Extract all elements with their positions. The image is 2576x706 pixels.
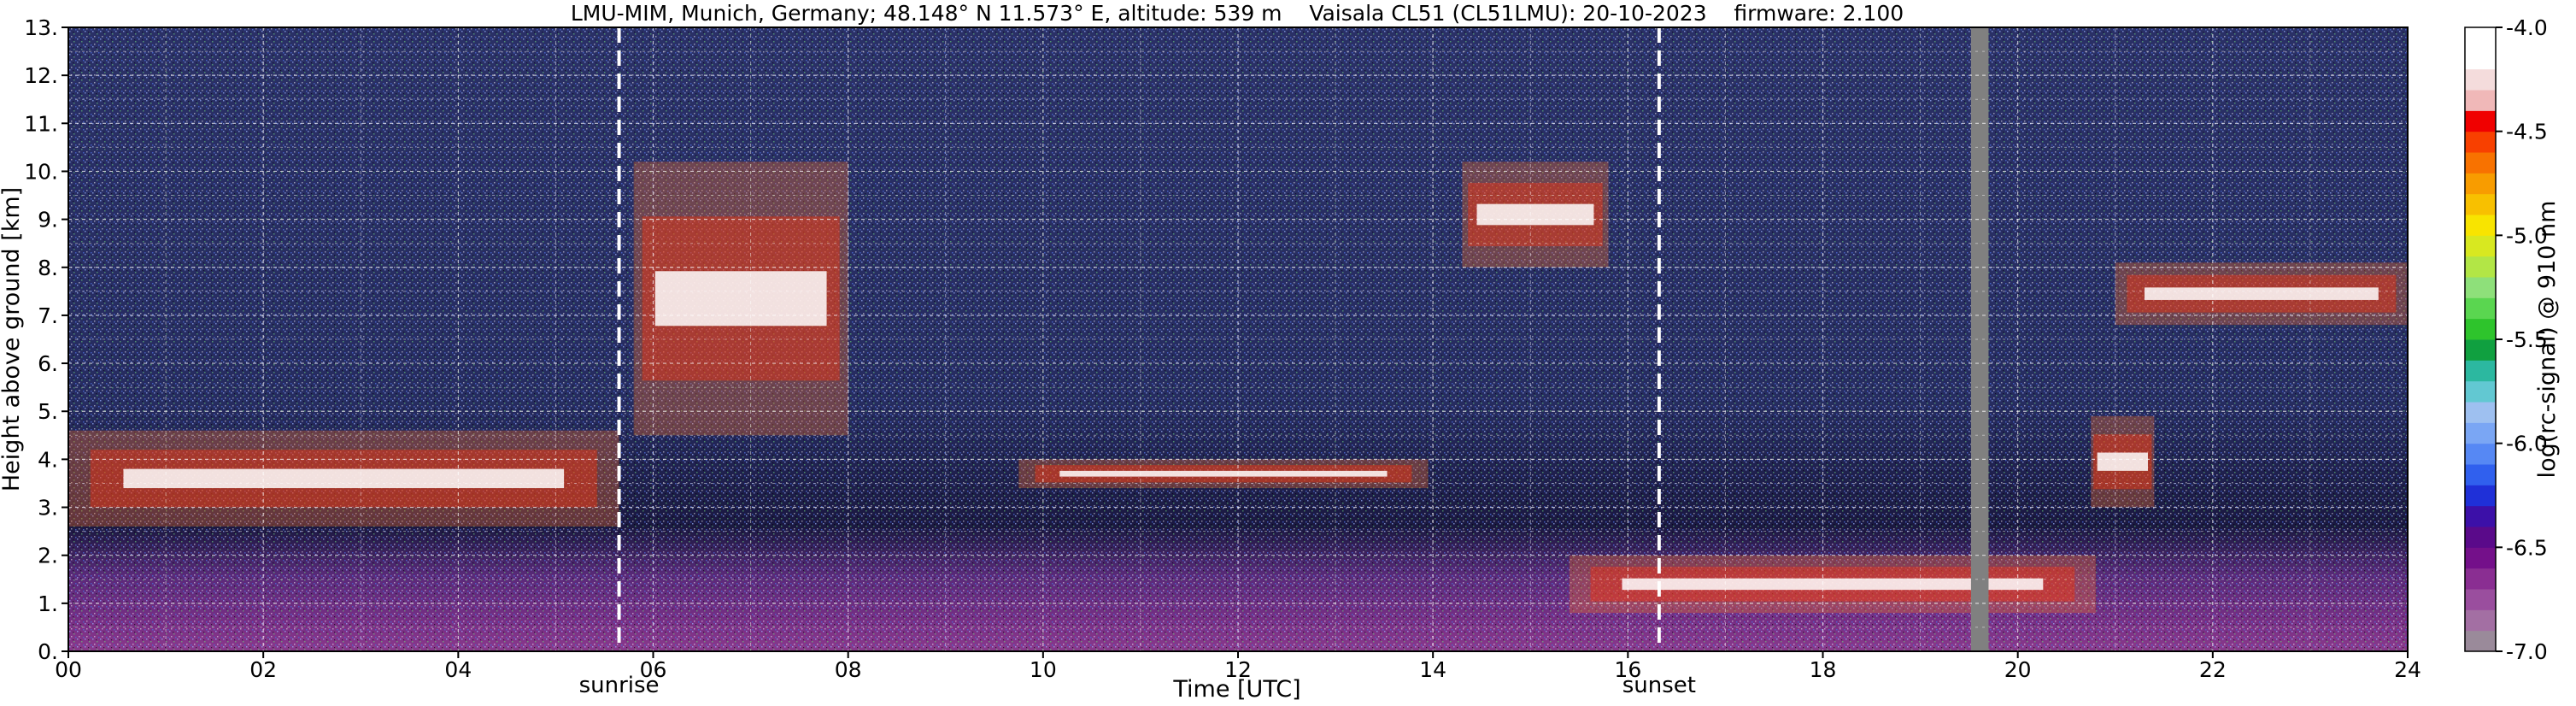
- colorbar-label: log(rc-signal) @ 910 nm: [2534, 201, 2561, 479]
- colorbar-segment: [2465, 402, 2496, 423]
- y-tick-label: 6.: [38, 351, 58, 376]
- y-axis-ticks: 0. 1. 2. 3. 4. 5. 6. 7. 8. 9. 10. 11. 12. 13.: [24, 15, 68, 664]
- colorbar-segment: [2465, 609, 2496, 632]
- x-tick-label: 02: [249, 657, 277, 682]
- cloud-feature-peak-4: [1622, 578, 2044, 591]
- colorbar-segment: [2465, 152, 2496, 174]
- colorbar-segment: [2465, 256, 2496, 278]
- x-axis-label: Time [UTC]: [1172, 676, 1300, 703]
- colorbar-segment: [2465, 215, 2496, 236]
- colorbar-tick-label: -6.0: [2506, 432, 2548, 456]
- y-tick-label: 0.: [38, 639, 58, 664]
- sunrise-label: sunrise: [579, 673, 660, 698]
- colorbar-tick-label: -4.0: [2506, 15, 2548, 40]
- x-tick-label: 22: [2199, 657, 2227, 682]
- colorbar-segment: [2465, 193, 2496, 215]
- colorbar-segment: [2465, 464, 2496, 485]
- colorbar-segment: [2465, 630, 2496, 652]
- colorbar-segment: [2465, 547, 2496, 569]
- cloud-feature-peak-0: [123, 468, 565, 489]
- y-tick-label: 2.: [38, 544, 58, 568]
- cloud-feature-peak-2: [1059, 470, 1388, 477]
- x-tick-label: 20: [2004, 657, 2032, 682]
- colorbar-segment: [2465, 527, 2496, 548]
- x-tick-label: 08: [835, 657, 862, 682]
- x-tick-label: 16: [1614, 657, 1641, 682]
- colorbar-segment: [2465, 318, 2496, 340]
- colorbar-segment: [2465, 339, 2496, 361]
- colorbar-segment: [2465, 589, 2496, 610]
- data-gap-bar: [1970, 27, 1989, 651]
- y-tick-label: 8.: [38, 256, 58, 280]
- y-tick-label: 13.: [24, 15, 58, 40]
- sun-markers: sunrise sunset: [579, 27, 1696, 698]
- y-tick-label: 7.: [38, 303, 58, 328]
- x-tick-label: 00: [55, 657, 82, 682]
- y-tick-label: 4.: [38, 447, 58, 472]
- colorbar-segment: [2465, 505, 2496, 527]
- plot-area: sunrise sunset 00 02 04 06 08 10 12 14 16 18 20 22 24…: [24, 15, 2421, 698]
- colorbar-segment: [2465, 235, 2496, 257]
- y-tick-label: 10.: [24, 159, 58, 184]
- colorbar-segment: [2465, 422, 2496, 444]
- colorbar-segment: [2465, 485, 2496, 507]
- colorbar-segment: [2465, 297, 2496, 320]
- colorbar-segment: [2465, 48, 2496, 70]
- colorbar-tick-label: -7.0: [2506, 639, 2548, 664]
- colorbar-segment: [2465, 380, 2496, 403]
- y-tick-label: 9.: [38, 208, 58, 232]
- x-tick-label: 10: [1030, 657, 1057, 682]
- y-tick-label: 11.: [24, 111, 58, 136]
- x-tick-label: 24: [2394, 657, 2421, 682]
- colorbar-segment: [2465, 131, 2496, 153]
- chart-title: LMU-MIM, Munich, Germany; 48.148° N 11.5…: [571, 1, 1904, 26]
- colorbar: -4.0 -4.5 -5.0 -5.5 -6.0 -6.5 -7.0: [2464, 15, 2548, 664]
- cloud-feature-peak-5: [2144, 287, 2379, 300]
- cloud-feature-peak-6: [2097, 452, 2148, 471]
- colorbar-segment: [2465, 360, 2496, 382]
- y-tick-label: 3.: [38, 496, 58, 521]
- y-tick-label: 12.: [24, 63, 58, 88]
- colorbar-segment: [2465, 90, 2496, 111]
- colorbar-segment: [2465, 277, 2496, 298]
- x-tick-label: 14: [1419, 657, 1446, 682]
- colorbar-tick-label: -5.0: [2506, 223, 2548, 248]
- sunset-label: sunset: [1622, 673, 1696, 698]
- colorbar-tick-label: -5.5: [2506, 327, 2548, 352]
- colorbar-segment: [2465, 568, 2496, 590]
- x-axis-ticks: 00 02 04 06 08 10 12 14 16 18 20 22 24: [55, 651, 2421, 682]
- y-axis-label: Height above ground [km]: [0, 187, 25, 491]
- x-tick-label: 18: [1810, 657, 1837, 682]
- colorbar-tick-label: -4.5: [2506, 120, 2548, 144]
- colorbar-segment: [2465, 173, 2496, 195]
- colorbar-segment: [2465, 443, 2496, 465]
- y-tick-label: 1.: [38, 591, 58, 616]
- cloud-features: [68, 27, 2408, 651]
- y-tick-label: 5.: [38, 399, 58, 424]
- colorbar-segment: [2465, 110, 2496, 132]
- x-tick-label: 12: [1224, 657, 1252, 682]
- colorbar-tick-label: -6.5: [2506, 535, 2548, 560]
- colorbar-segment: [2465, 68, 2496, 91]
- cloud-feature-peak-3: [1476, 203, 1594, 226]
- x-tick-label: 06: [640, 657, 667, 682]
- cloud-feature-peak-1: [654, 271, 827, 327]
- colorbar-segment: [2465, 27, 2496, 49]
- x-tick-label: 04: [444, 657, 472, 682]
